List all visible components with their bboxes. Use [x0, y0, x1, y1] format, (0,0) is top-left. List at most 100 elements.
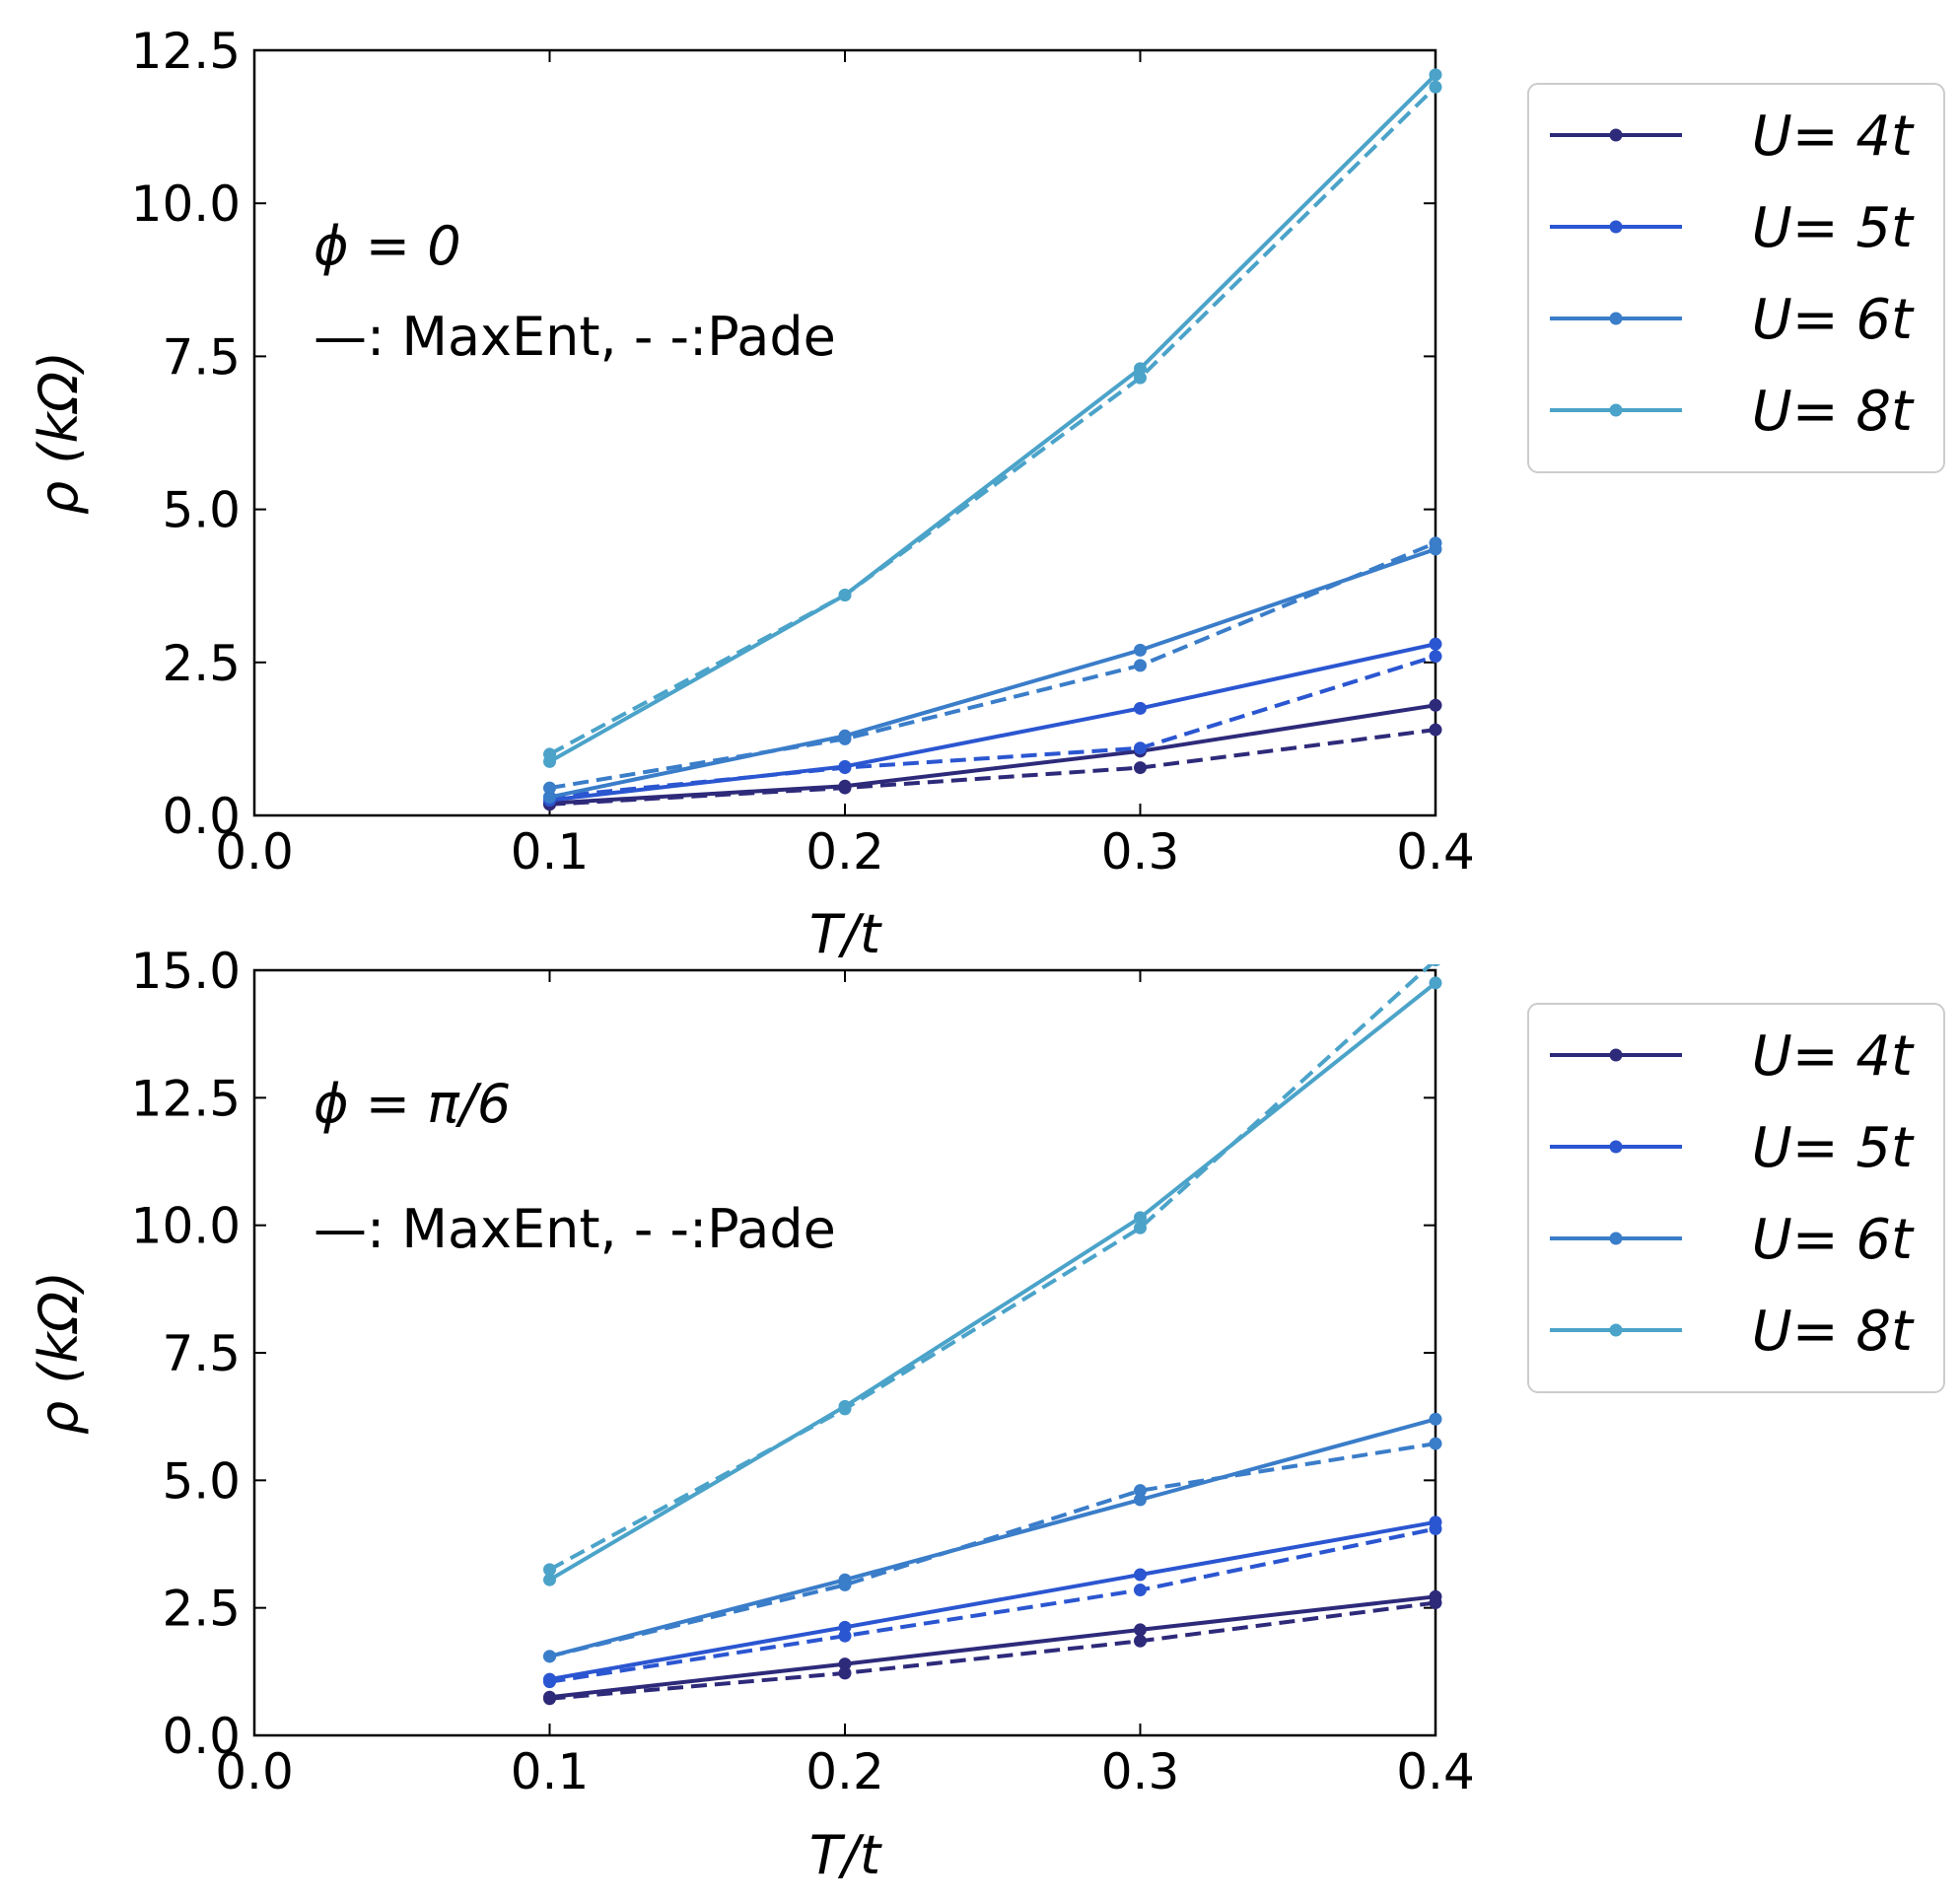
legend-frame: [1527, 1003, 1945, 1393]
y-tick-label: 12.5: [131, 1070, 241, 1127]
data-point: [838, 589, 852, 602]
series-line-pade: [549, 728, 1436, 807]
series-line-maxent: [548, 981, 1437, 1582]
series-line-maxent: [549, 1594, 1436, 1700]
legend-marker: [1609, 1232, 1623, 1245]
data-point: [1134, 1211, 1147, 1225]
legend-label: U= 5t: [1752, 1116, 1915, 1180]
data-point: [1429, 637, 1442, 651]
y-tick-label: 7.5: [162, 328, 241, 386]
data-point: [838, 1657, 852, 1671]
data-point: [1134, 362, 1147, 376]
y-tick-label: 7.5: [162, 1325, 241, 1382]
data-point: [838, 1402, 852, 1416]
series-line-pade: [549, 1526, 1436, 1684]
legend-marker: [1609, 220, 1623, 234]
chart-bottom: 0.0 0.1 0.2 0.3 0.40.02.55.07.510.012.515.0 …: [28, 943, 1945, 1886]
data-point: [543, 781, 556, 795]
data-point: [838, 1578, 852, 1591]
axis-ticks: 0.0 0.1 0.2 0.3 0.4 0.0 2.5 5.0 7.5 10.0 12.5 15.0: [131, 943, 1475, 1800]
data-point: [1429, 1595, 1442, 1609]
legend-marker: [1609, 1323, 1623, 1337]
series-line-pade: [549, 654, 1436, 800]
series-line-pade: [549, 1600, 1436, 1701]
x-tick-label: 0.1: [511, 823, 590, 881]
y-axis-label: ρ (kΩ): [28, 1271, 90, 1435]
x-tick-label: 0.2: [805, 1743, 884, 1800]
legend-marker: [1609, 128, 1623, 142]
data-point: [838, 1629, 852, 1643]
legend-marker: [1609, 1048, 1623, 1062]
data-point: [1429, 536, 1442, 550]
data-point: [1429, 68, 1442, 82]
data-point: [543, 1573, 556, 1586]
data-point: [1134, 701, 1147, 715]
data-point: [1134, 1568, 1147, 1582]
y-tick-label: 5.0: [162, 1452, 241, 1510]
axis-ticks: 0.0 0.1 0.2 0.3 0.4 0.0 2.5 5.0 7.5 10.0 12.5: [131, 23, 1475, 881]
legend-bottom: U= 4t U= 5t U= 6t U= 8t: [1527, 1003, 1945, 1393]
y-tick-label: 12.5: [131, 23, 241, 80]
y-tick-label: 10.0: [131, 1198, 241, 1255]
series-line-maxent: [548, 73, 1437, 764]
x-axis-label: T/t: [809, 903, 882, 965]
data-point: [543, 790, 556, 804]
y-tick-label: 0.0: [162, 788, 241, 845]
series-line-pade: [549, 1442, 1436, 1658]
data-point: [1134, 1221, 1147, 1234]
x-tick-label: 0.3: [1101, 823, 1180, 881]
data-point: [543, 1675, 556, 1689]
data-point: [1429, 1521, 1442, 1535]
legend-label: U= 8t: [1752, 1300, 1915, 1364]
legend-label: U= 5t: [1752, 196, 1915, 260]
data-point: [1134, 371, 1147, 385]
data-point: [1134, 741, 1147, 755]
data-point: [1429, 698, 1442, 712]
series-layer: [543, 964, 1442, 1706]
legend-top: U= 4t U= 5t U= 6t U= 8t: [1527, 83, 1945, 473]
annotation-methods: —: MaxEnt, - -:Pade: [314, 1198, 836, 1260]
series-line-pade: [548, 964, 1435, 1572]
x-tick-label: 0.3: [1101, 1743, 1180, 1800]
data-point: [1134, 1493, 1147, 1507]
data-point: [1429, 1412, 1442, 1426]
data-point: [1429, 650, 1442, 664]
x-tick-label: 0.1: [511, 1743, 590, 1800]
y-axis-label: ρ (kΩ): [28, 351, 90, 515]
data-point: [838, 761, 852, 775]
legend-label: U= 8t: [1752, 380, 1915, 444]
legend-frame: [1527, 83, 1945, 473]
y-tick-label: 15.0: [131, 943, 241, 1000]
data-point: [543, 1692, 556, 1706]
data-point: [1134, 659, 1147, 672]
data-point: [1134, 1634, 1147, 1648]
data-point: [1134, 1484, 1147, 1498]
data-point: [838, 781, 852, 795]
series-line-pade: [548, 85, 1437, 756]
series-line-maxent: [549, 547, 1436, 800]
data-point: [1134, 1623, 1147, 1637]
data-point: [1429, 723, 1442, 737]
legend-label: U= 6t: [1752, 288, 1915, 352]
series-layer: [543, 68, 1442, 811]
x-tick-label: 0.4: [1396, 823, 1475, 881]
x-axis-label: T/t: [809, 1824, 882, 1886]
annotation-methods: —: MaxEnt, - -:Pade: [314, 306, 836, 368]
y-tick-label: 2.5: [162, 1581, 241, 1638]
legend-label: U= 6t: [1752, 1208, 1915, 1272]
data-point: [838, 732, 852, 745]
data-point: [543, 1563, 556, 1577]
x-tick-label: 0.2: [805, 823, 884, 881]
series-line-maxent: [549, 1519, 1436, 1682]
data-point: [1431, 964, 1440, 967]
legend-label: U= 4t: [1752, 105, 1915, 169]
y-tick-label: 10.0: [131, 176, 241, 233]
data-point: [1134, 643, 1147, 657]
annotation-phi: ϕ = π/6: [314, 1073, 511, 1135]
chart-top: 0.0 0.1 0.2 0.3 0.4 0.0 2.5 5.0 7.5 10.0 12.5 ϕ = …: [28, 23, 1945, 965]
data-point: [543, 1650, 556, 1663]
y-tick-label: 2.5: [162, 635, 241, 692]
y-tick-label: 5.0: [162, 482, 241, 539]
series-line-maxent: [549, 642, 1436, 803]
